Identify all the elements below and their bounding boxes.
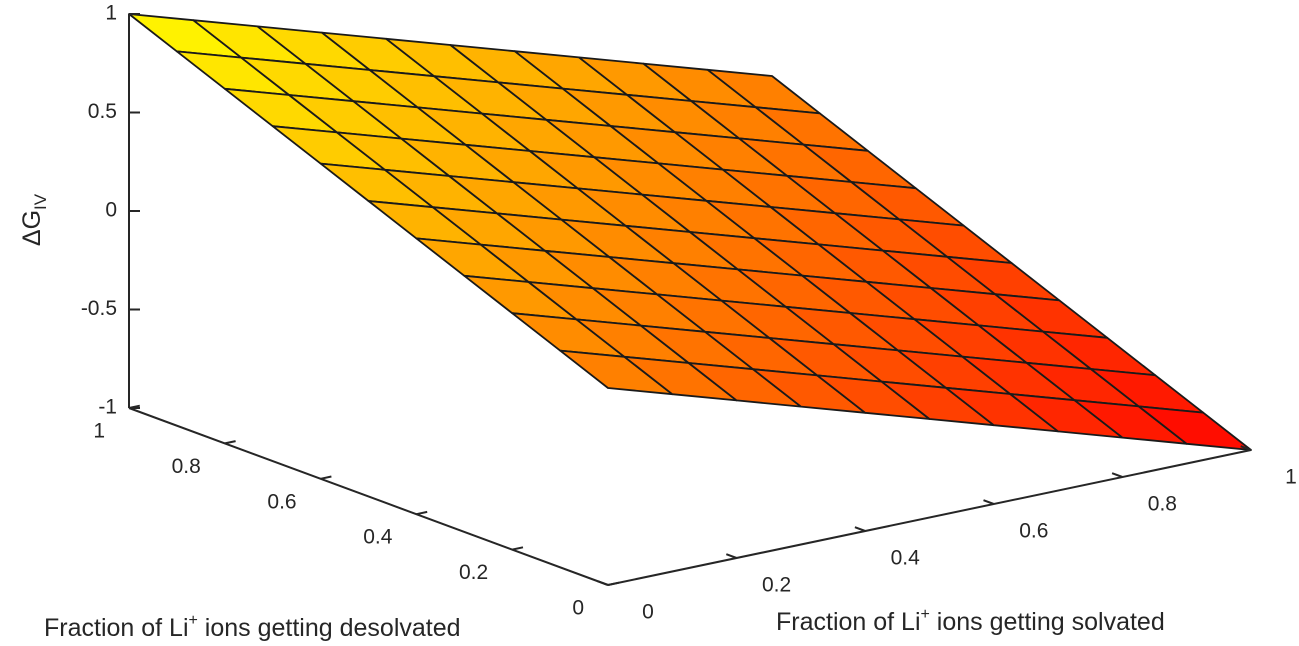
surface-cell bbox=[1137, 405, 1252, 451]
z-tick-label: 0 bbox=[105, 199, 117, 222]
x-tick-label: 0.4 bbox=[891, 547, 921, 570]
x-axis-label: Fraction of Li+ ions getting solvated bbox=[776, 606, 1165, 636]
z-tick-label: -0.5 bbox=[81, 297, 117, 320]
y-tick-label: 0 bbox=[572, 597, 584, 620]
y-tick-label: 0.2 bbox=[459, 561, 488, 584]
y-tick-label: 0.6 bbox=[267, 490, 296, 513]
z-tick-label: 0.5 bbox=[88, 100, 117, 123]
z-tick-label: 1 bbox=[105, 2, 117, 25]
y-axis-line bbox=[128, 407, 609, 586]
x-tick-label: 0.6 bbox=[1019, 520, 1048, 543]
x-tick-label: 0.8 bbox=[1148, 493, 1177, 516]
x-tick bbox=[983, 499, 995, 505]
y-tick-label: 0.8 bbox=[172, 455, 201, 478]
y-tick-label: 1 bbox=[93, 420, 105, 443]
surface-mesh bbox=[128, 13, 1252, 451]
y-tick bbox=[224, 440, 236, 445]
x-axis-line bbox=[607, 449, 1252, 586]
x-tick-label: 1 bbox=[1285, 466, 1297, 489]
x-tick bbox=[725, 553, 737, 559]
y-tick-label: 0.4 bbox=[363, 526, 393, 549]
x-tick bbox=[597, 580, 609, 586]
y-tick bbox=[320, 475, 332, 480]
x-tick-label: 0 bbox=[642, 601, 654, 624]
z-tick-label: -1 bbox=[98, 396, 117, 419]
y-tick bbox=[416, 510, 428, 516]
x-tick-label: 0.2 bbox=[762, 574, 791, 597]
y-tick bbox=[511, 546, 524, 551]
x-tick bbox=[1240, 445, 1252, 451]
y-tick bbox=[607, 581, 620, 586]
x-tick bbox=[1111, 472, 1123, 478]
y-axis-label: Fraction of Li+ ions getting desolvated bbox=[44, 612, 461, 642]
x-tick bbox=[854, 526, 866, 532]
z-axis-label: ΔGIV bbox=[18, 193, 50, 246]
